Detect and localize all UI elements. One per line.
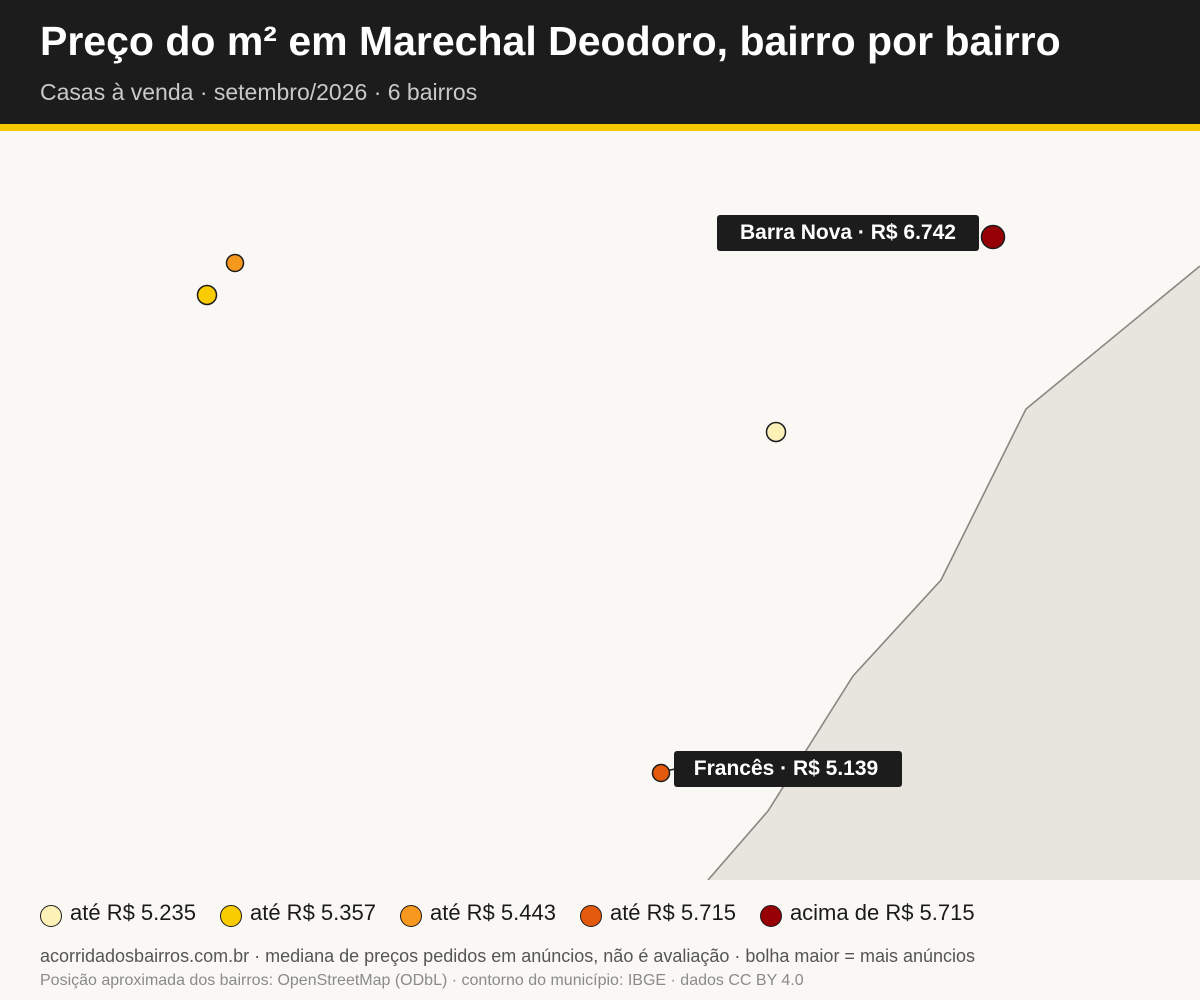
neighborhood-point[interactable] xyxy=(196,284,218,306)
legend-item: até R$ 5.357 xyxy=(219,899,376,927)
point-label-barra-nova: Barra Nova · R$ 6.742 xyxy=(717,215,979,251)
legend-label: até R$ 5.715 xyxy=(609,900,736,925)
legend-item: até R$ 5.443 xyxy=(399,899,556,927)
source-credit: acorridadosbairros.com.br · mediana de p… xyxy=(40,946,976,966)
legend-item: até R$ 5.235 xyxy=(40,899,196,927)
legend-item: acima de R$ 5.715 xyxy=(759,899,975,927)
legend-swatch xyxy=(759,905,782,927)
label-text: Barra Nova · R$ 6.742 xyxy=(740,221,956,244)
legend-label: até R$ 5.443 xyxy=(429,900,556,925)
label-box xyxy=(674,751,902,787)
header: Preço do m² em Marechal Deodoro, bairro … xyxy=(0,0,1200,124)
coastline xyxy=(707,265,1200,880)
legend: até R$ 5.235 até R$ 5.357 até R$ 5.443 a… xyxy=(40,896,999,930)
header-accent-bar xyxy=(0,124,1200,131)
label-box xyxy=(717,215,979,251)
legend-swatch xyxy=(40,905,62,927)
neighborhood-point[interactable] xyxy=(980,224,1006,250)
legend-label: até R$ 5.357 xyxy=(249,900,376,925)
map[interactable]: Barra Nova · R$ 6.742 Francês · R$ 5.139 xyxy=(0,131,1200,880)
map-attribution: Posição aproximada dos bairros: OpenStre… xyxy=(40,972,804,989)
neighborhood-point[interactable] xyxy=(651,763,671,783)
neighborhood-point[interactable] xyxy=(225,253,245,273)
legend-item: até R$ 5.715 xyxy=(579,899,736,927)
legend-label: até R$ 5.235 xyxy=(70,900,196,925)
legend-swatch xyxy=(579,905,602,927)
legend-label: acima de R$ 5.715 xyxy=(789,900,975,925)
water-area xyxy=(708,266,1200,880)
legend-swatch xyxy=(399,905,422,927)
neighborhood-point[interactable] xyxy=(765,421,787,443)
point-label-frances: Francês · R$ 5.139 xyxy=(674,751,902,787)
page-title: Preço do m² em Marechal Deodoro, bairro … xyxy=(40,18,1061,64)
page-subtitle: Casas à venda · setembro/2026 · 6 bairro… xyxy=(40,79,478,105)
label-text: Francês · R$ 5.139 xyxy=(694,757,878,780)
legend-swatch xyxy=(219,905,242,927)
